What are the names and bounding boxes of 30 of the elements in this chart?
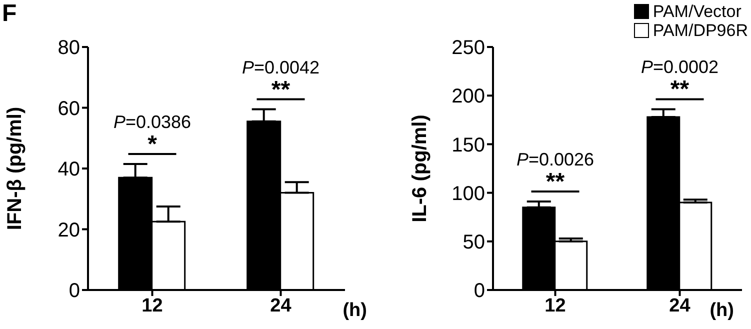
y-tick-label: 80 (58, 37, 80, 60)
annotation: ** (670, 76, 690, 104)
y-tick-label: 60 (58, 98, 80, 120)
x-tick-label: 12 (142, 295, 163, 316)
y-tick-label: 0 (474, 280, 485, 302)
y-tick-label: 20 (58, 219, 80, 242)
annotation: P=0.0042 (242, 57, 320, 78)
y-tick-label: 100 (452, 182, 485, 205)
legend-label: PAM/Vector (652, 2, 742, 21)
annotation: ** (271, 76, 291, 104)
y-tick-label: 150 (452, 134, 485, 156)
x-axis-title: (h) (710, 300, 734, 321)
y-axis-title: IL-6 (pg/ml) (409, 114, 432, 222)
annotation: ** (546, 168, 566, 196)
y-tick-label: 0 (68, 280, 80, 302)
y-tick-label: 50 (462, 232, 485, 254)
y-axis-title: IFN-β (pg/ml) (4, 106, 26, 230)
annotation: P=0.0386 (113, 112, 192, 132)
y-tick-label: 40 (58, 158, 80, 181)
legend-label: PAM/DP96R (652, 21, 748, 40)
x-tick-label: 12 (544, 295, 566, 316)
y-tick-label: 250 (452, 37, 485, 60)
y-tick-label: 200 (452, 86, 485, 108)
x-tick-label: 24 (669, 295, 691, 316)
x-axis-title: (h) (342, 300, 367, 321)
chart-title: F (2, 0, 17, 28)
annotation: * (148, 130, 158, 158)
annotation: P=0.0026 (516, 150, 594, 170)
x-tick-label: 24 (270, 295, 292, 316)
annotation: P=0.0002 (640, 57, 719, 78)
